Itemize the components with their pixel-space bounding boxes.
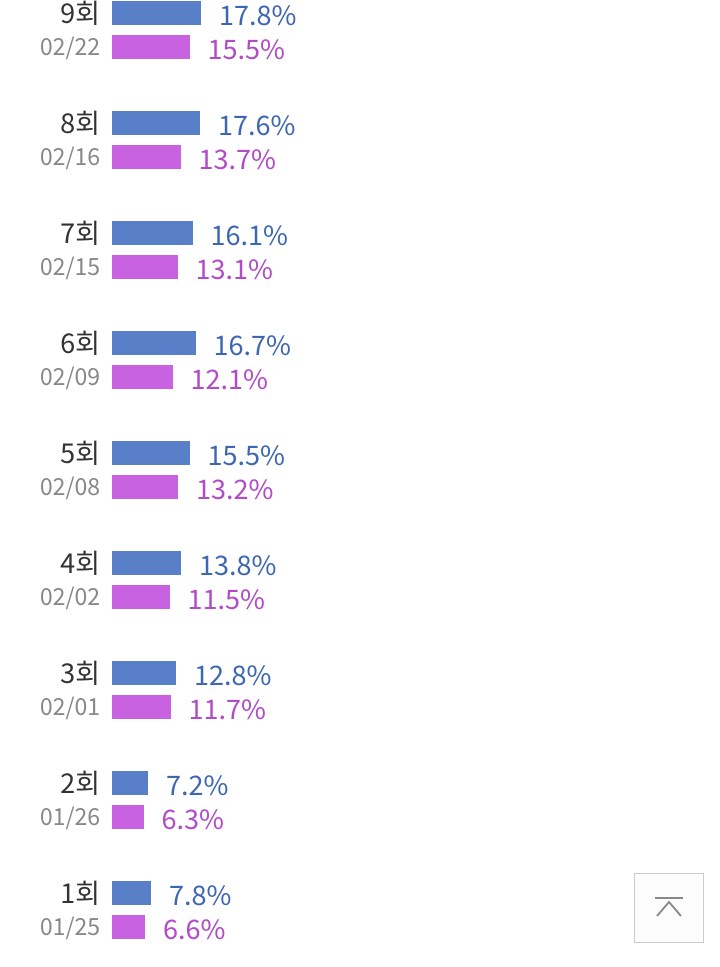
- bar-line: 16.1%: [112, 218, 720, 248]
- bar-value-label: 11.5%: [188, 578, 265, 617]
- episode-label-column: 4회02/02: [0, 546, 112, 610]
- bar-segment: [112, 145, 181, 169]
- bar-segment: [112, 1, 201, 25]
- episode-date-label: 02/01: [0, 690, 100, 720]
- bar-line: 6.6%: [112, 912, 720, 942]
- bar-segment: [112, 365, 173, 389]
- episode-row: 9회02/2217.8%15.5%: [0, 0, 720, 66]
- bar-line: 15.5%: [112, 32, 720, 62]
- bar-value-label: 13.7%: [199, 138, 276, 177]
- bar-line: 17.8%: [112, 0, 720, 28]
- bars-column: 13.8%11.5%: [112, 546, 720, 616]
- bar-value-label: 13.2%: [196, 468, 273, 507]
- episode-label-column: 1회01/25: [0, 876, 112, 940]
- episode-number-label: 7회: [0, 216, 100, 248]
- bar-segment: [112, 585, 170, 609]
- bar-segment: [112, 661, 176, 685]
- bars-column: 12.8%11.7%: [112, 656, 720, 726]
- bar-segment: [112, 551, 181, 575]
- bar-line: 15.5%: [112, 438, 720, 468]
- episode-date-label: 02/22: [0, 30, 100, 60]
- arrow-up-icon: [649, 888, 689, 928]
- episode-label-column: 2회01/26: [0, 766, 112, 830]
- bar-line: 12.8%: [112, 658, 720, 688]
- episode-date-label: 02/09: [0, 360, 100, 390]
- episode-label-column: 7회02/15: [0, 216, 112, 280]
- bar-line: 13.1%: [112, 252, 720, 282]
- bars-column: 17.8%15.5%: [112, 0, 720, 66]
- bar-segment: [112, 221, 193, 245]
- ratings-bar-chart: 9회02/2217.8%15.5%8회02/1617.6%13.7%7회02/1…: [0, 0, 720, 946]
- episode-date-label: 02/02: [0, 580, 100, 610]
- scroll-to-top-button[interactable]: [634, 873, 704, 943]
- episode-date-label: 02/16: [0, 140, 100, 170]
- bar-line: 12.1%: [112, 362, 720, 392]
- bar-segment: [112, 771, 148, 795]
- episode-date-label: 01/26: [0, 800, 100, 830]
- bar-line: 6.3%: [112, 802, 720, 832]
- episode-label-column: 6회02/09: [0, 326, 112, 390]
- bars-column: 7.2%6.3%: [112, 766, 720, 836]
- bar-segment: [112, 441, 190, 465]
- episode-number-label: 8회: [0, 106, 100, 138]
- bar-value-label: 11.7%: [189, 688, 266, 727]
- episode-number-label: 6회: [0, 326, 100, 358]
- bar-value-label: 15.5%: [208, 28, 285, 67]
- bar-segment: [112, 111, 200, 135]
- bar-line: 13.2%: [112, 472, 720, 502]
- bar-value-label: 13.1%: [196, 248, 273, 287]
- bar-line: 11.5%: [112, 582, 720, 612]
- episode-row: 5회02/0815.5%13.2%: [0, 436, 720, 506]
- bar-line: 7.8%: [112, 878, 720, 908]
- episode-row: 2회01/267.2%6.3%: [0, 766, 720, 836]
- bars-column: 7.8%6.6%: [112, 876, 720, 946]
- bar-line: 11.7%: [112, 692, 720, 722]
- episode-number-label: 4회: [0, 546, 100, 578]
- episode-label-column: 9회02/22: [0, 0, 112, 60]
- bar-line: 17.6%: [112, 108, 720, 138]
- bar-line: 13.7%: [112, 142, 720, 172]
- bars-column: 16.7%12.1%: [112, 326, 720, 396]
- bar-value-label: 6.6%: [163, 908, 225, 947]
- bar-segment: [112, 805, 144, 829]
- episode-row: 3회02/0112.8%11.7%: [0, 656, 720, 726]
- episode-row: 7회02/1516.1%13.1%: [0, 216, 720, 286]
- episode-number-label: 3회: [0, 656, 100, 688]
- bar-line: 16.7%: [112, 328, 720, 358]
- bar-segment: [112, 475, 178, 499]
- episode-number-label: 1회: [0, 876, 100, 908]
- episode-date-label: 01/25: [0, 910, 100, 940]
- bar-segment: [112, 915, 145, 939]
- episode-date-label: 02/08: [0, 470, 100, 500]
- bars-column: 17.6%13.7%: [112, 106, 720, 176]
- bar-segment: [112, 695, 171, 719]
- episode-date-label: 02/15: [0, 250, 100, 280]
- bar-line: 7.2%: [112, 768, 720, 798]
- bar-segment: [112, 331, 196, 355]
- bars-column: 15.5%13.2%: [112, 436, 720, 506]
- episode-label-column: 5회02/08: [0, 436, 112, 500]
- episode-row: 6회02/0916.7%12.1%: [0, 326, 720, 396]
- episode-row: 1회01/257.8%6.6%: [0, 876, 720, 946]
- episode-row: 4회02/0213.8%11.5%: [0, 546, 720, 616]
- bar-segment: [112, 881, 151, 905]
- bar-value-label: 12.1%: [191, 358, 268, 397]
- bars-column: 16.1%13.1%: [112, 216, 720, 286]
- bar-segment: [112, 255, 178, 279]
- bar-line: 13.8%: [112, 548, 720, 578]
- episode-row: 8회02/1617.6%13.7%: [0, 106, 720, 176]
- episode-number-label: 2회: [0, 766, 100, 798]
- episode-number-label: 9회: [0, 0, 100, 28]
- episode-label-column: 3회02/01: [0, 656, 112, 720]
- episode-number-label: 5회: [0, 436, 100, 468]
- bar-segment: [112, 35, 190, 59]
- episode-label-column: 8회02/16: [0, 106, 112, 170]
- bar-value-label: 6.3%: [162, 798, 224, 837]
